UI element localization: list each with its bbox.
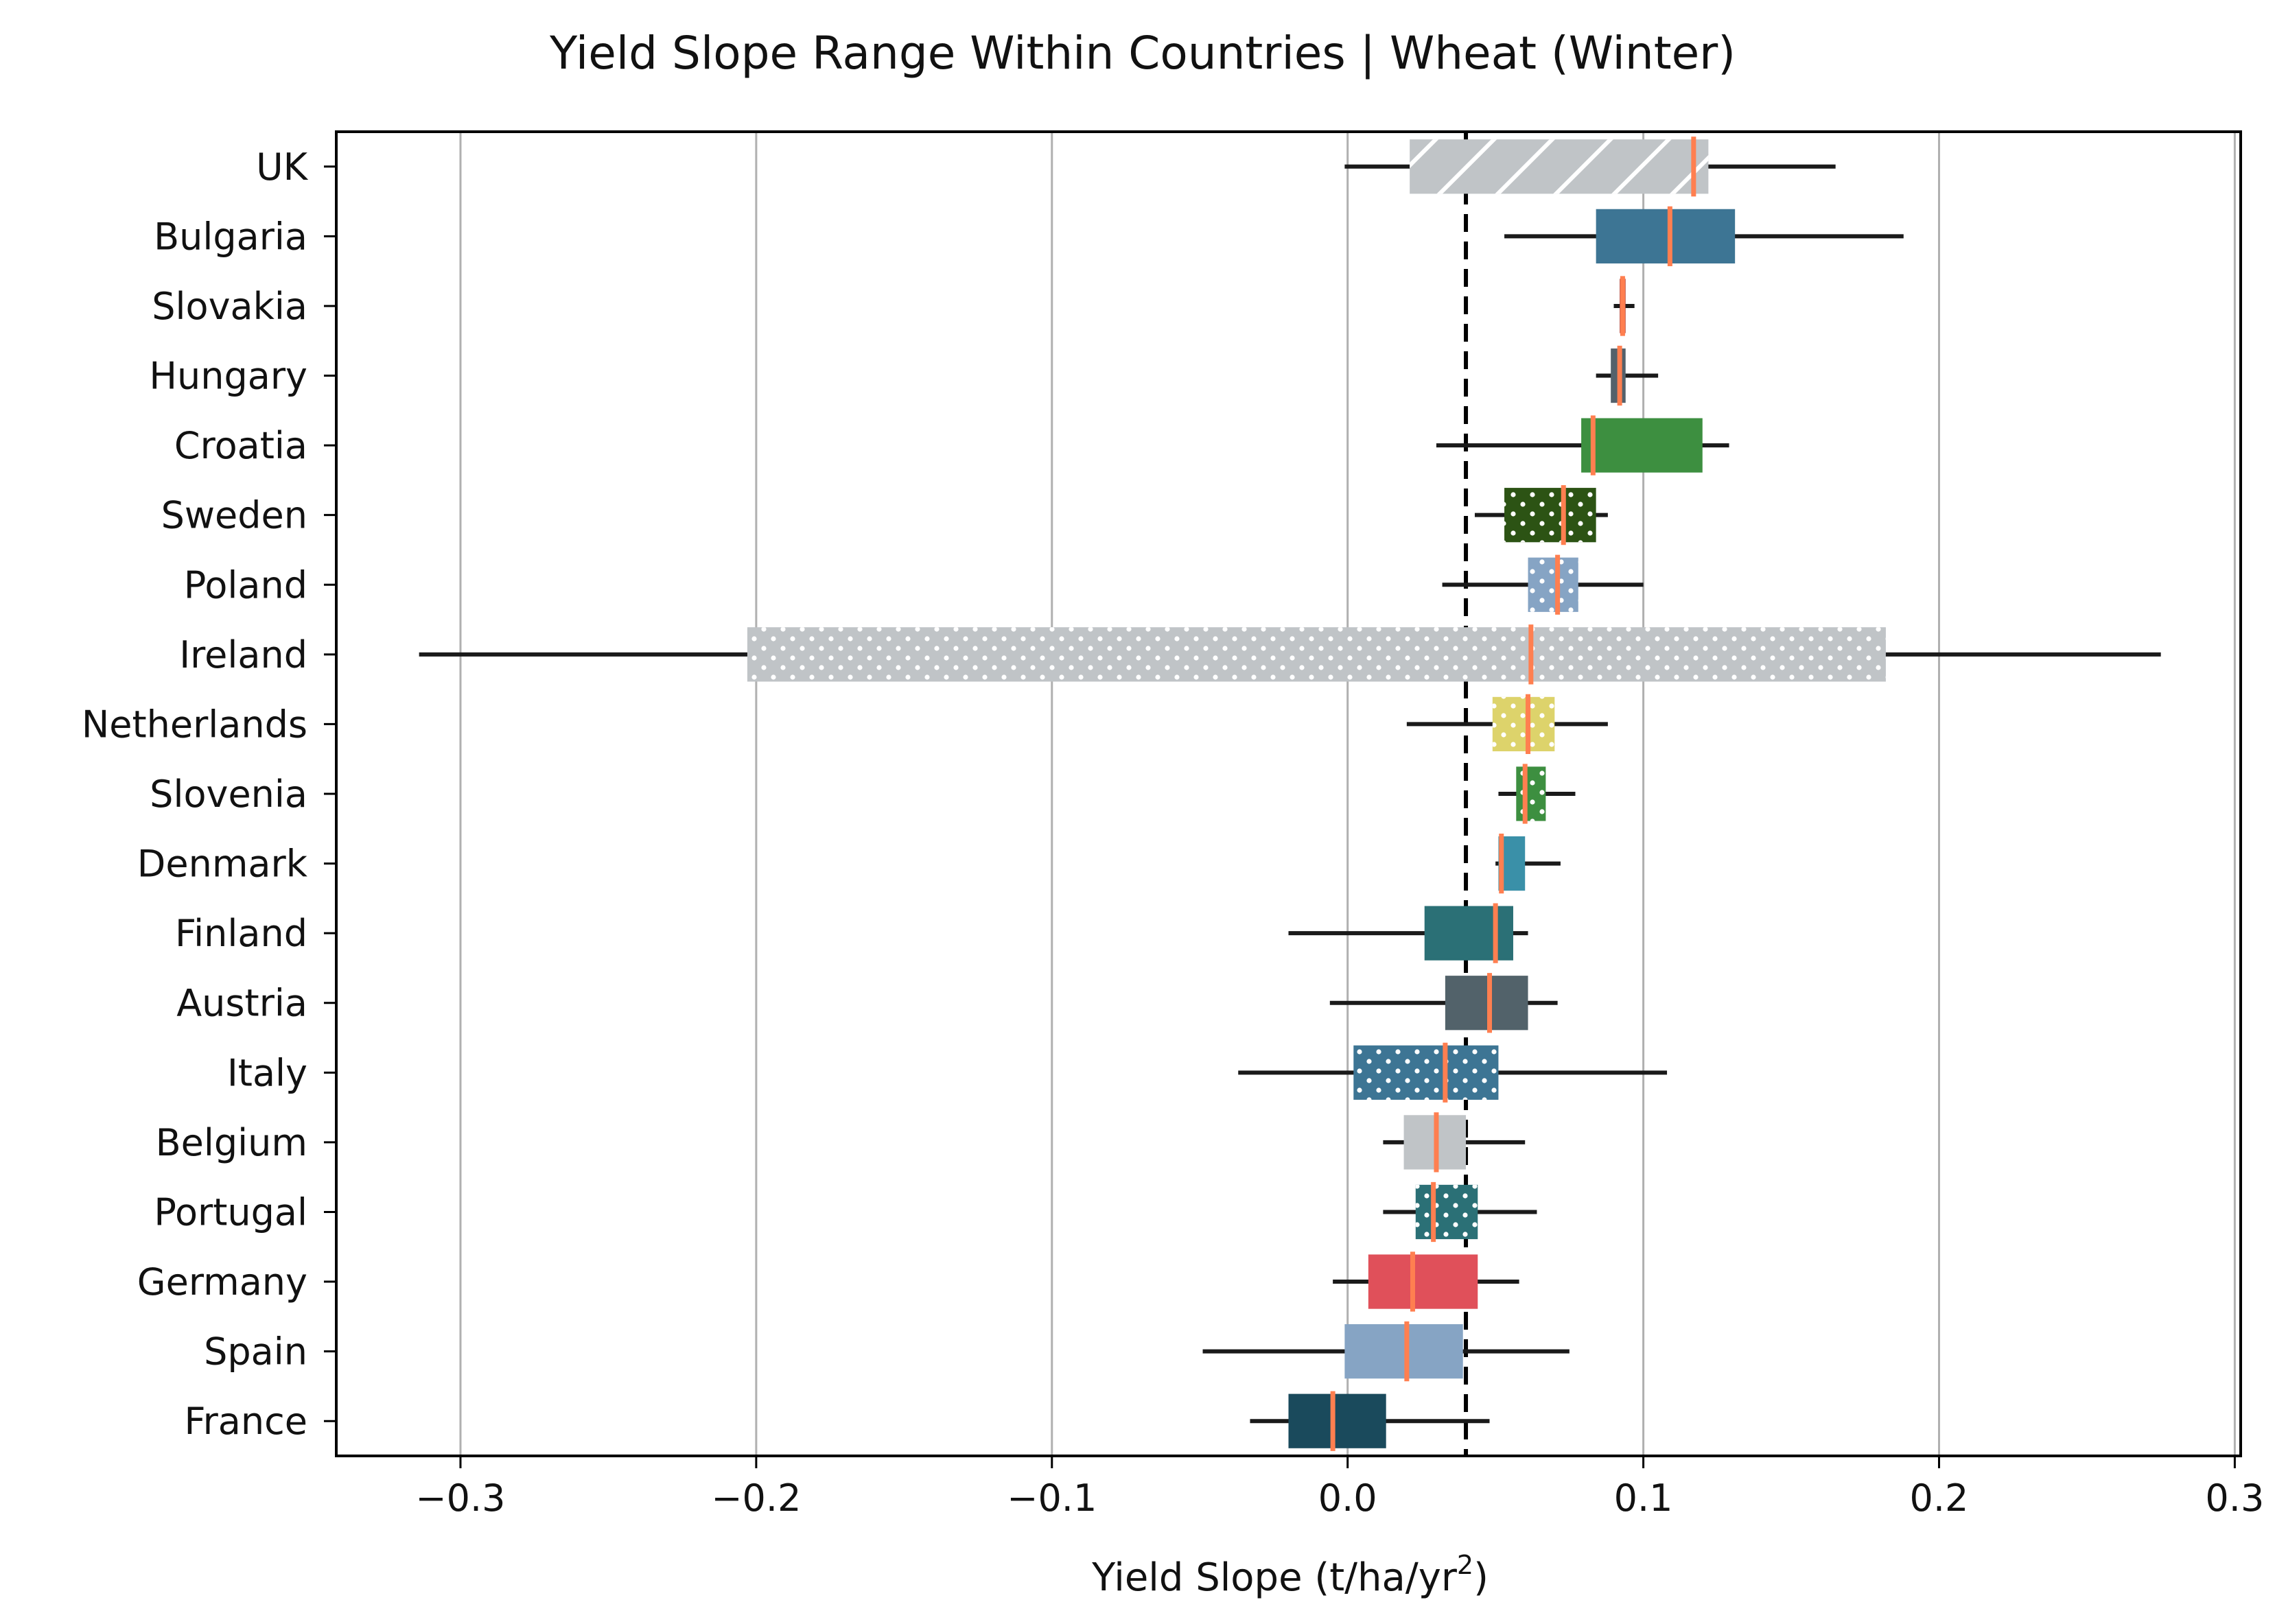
iqr-box [1424,906,1513,961]
iqr-box [1445,976,1528,1031]
x-tick-label: 0.2 [1910,1476,1969,1520]
box-finland [1288,903,1528,963]
y-tick-label: Bulgaria [154,215,307,258]
x-axis-label-main: Yield Slope (t/ha/yr [1091,1555,1458,1600]
iqr-box-dots [1504,488,1596,543]
x-tick-label: 0.0 [1318,1476,1377,1520]
x-axis: −0.3 −0.2 −0.1 0.0 0.1 0.2 0.3 [415,1456,2264,1520]
box-spain [1202,1321,1570,1382]
box-series [419,137,2161,1451]
y-tick-label: Finland [175,912,307,955]
box-austria [1329,973,1558,1033]
iqr-box-hatch [1410,139,1709,194]
box-denmark [1495,833,1561,894]
y-tick-label: Denmark [137,843,308,886]
x-tick-label: −0.2 [711,1476,801,1520]
y-tick-label: Sweden [161,494,307,537]
iqr-box [1344,1324,1463,1379]
iqr-box [1581,418,1703,473]
y-tick-label: Belgium [156,1121,307,1164]
x-tick-label: 0.1 [1614,1476,1673,1520]
y-tick-label: Poland [184,563,307,607]
y-tick-label: Spain [204,1330,307,1374]
box-croatia [1436,415,1729,475]
x-tick-label: 0.3 [2205,1476,2264,1520]
box-sweden [1474,485,1608,545]
y-tick-label: Germany [137,1260,307,1304]
gridlines [459,132,2236,1456]
y-tick-label: Austria [176,982,307,1025]
plot-area-frame [335,130,2242,1457]
iqr-box-dots [1353,1045,1499,1100]
box-belgium [1383,1112,1526,1173]
y-tick-label: Netherlands [82,703,307,746]
x-axis-label-end: ) [1473,1555,1489,1600]
box-poland [1442,554,1644,615]
y-tick-label: Ireland [179,633,307,676]
chart-title: Yield Slope Range Within Countries | Whe… [549,27,1736,80]
iqr-box-dots [1415,1184,1478,1240]
iqr-box-dots [1492,696,1555,752]
iqr-box-dots [1528,557,1578,612]
y-tick-label: Slovakia [152,285,307,328]
box-netherlands [1406,694,1608,755]
box-italy [1238,1042,1668,1103]
y-tick-label: Portugal [154,1190,307,1234]
iqr-box-dots [1516,766,1546,821]
box-bulgaria [1504,206,1904,266]
x-tick-label: −0.1 [1007,1476,1097,1520]
y-axis: UK Bulgaria Slovakia Hungary Croatia Sweden Po… [82,145,336,1443]
y-tick-label: Italy [227,1051,307,1094]
x-axis-label-superscript: 2 [1457,1550,1473,1580]
box-hungary [1596,345,1659,406]
y-tick-label: Slovenia [150,773,307,816]
y-tick-label: France [184,1400,307,1443]
box-portugal [1383,1181,1537,1243]
iqr-box [1288,1393,1386,1448]
iqr-box [1596,209,1736,263]
box-slovenia [1498,764,1576,824]
y-tick-label: Croatia [174,424,307,467]
y-tick-label: Hungary [149,355,307,398]
iqr-box [1368,1254,1478,1309]
box-germany [1333,1251,1519,1312]
x-axis-label: Yield Slope (t/ha/yr2) [1091,1550,1489,1600]
x-tick-label: −0.3 [415,1476,505,1520]
box-slovakia [1613,276,1635,336]
box-france [1250,1391,1490,1451]
y-tick-label: UK [256,145,309,189]
box-uk [1344,137,1836,197]
box-ireland [419,624,2161,685]
iqr-box-dots [747,627,1886,682]
